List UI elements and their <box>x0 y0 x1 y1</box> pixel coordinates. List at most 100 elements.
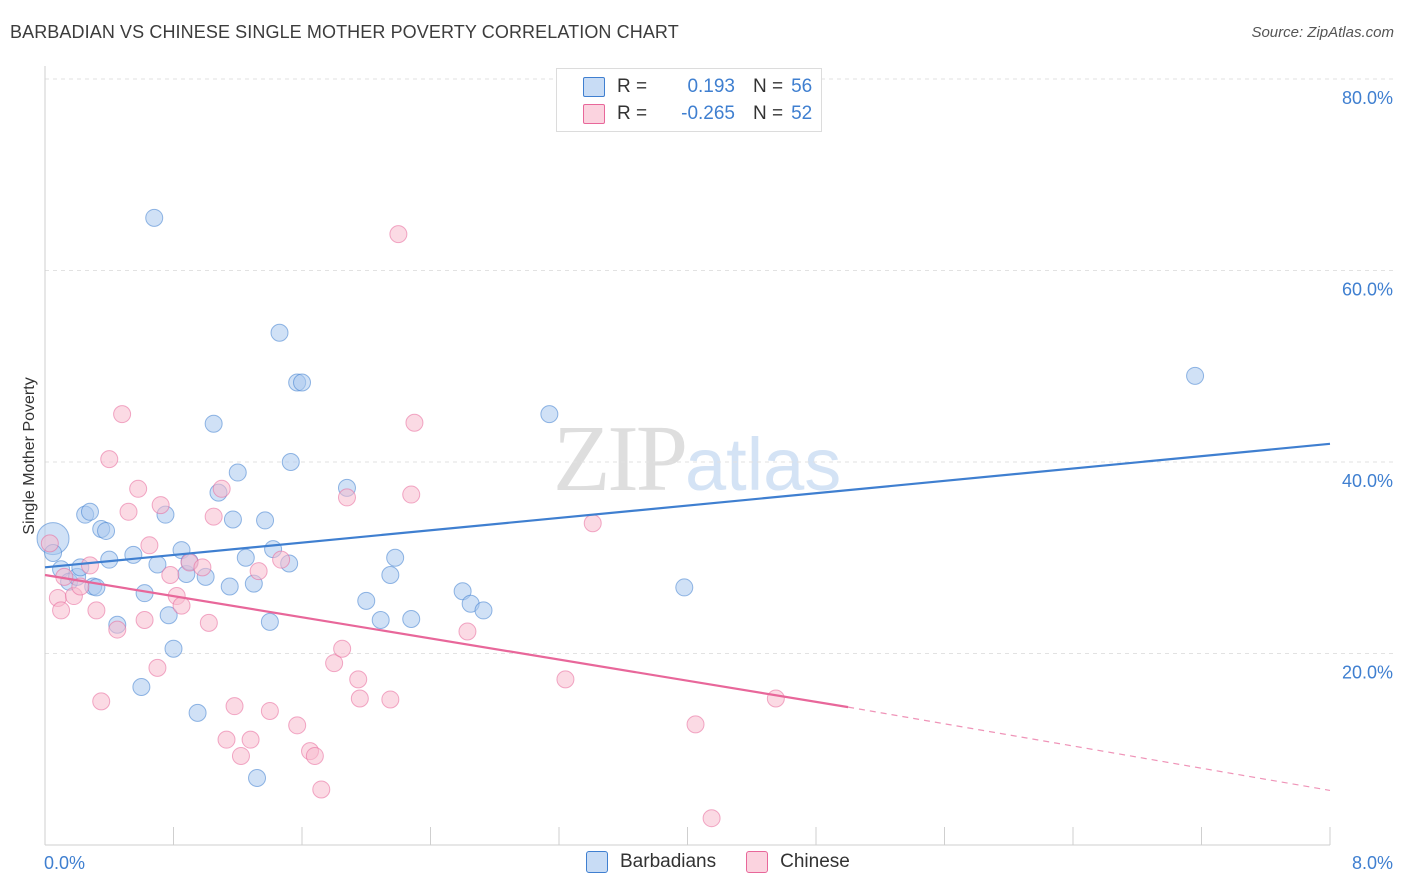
watermark-zip: ZIP <box>553 407 688 511</box>
barbadian-point <box>357 591 376 610</box>
barbadian-point <box>228 463 247 482</box>
series-label-chinese: Chinese <box>780 851 850 872</box>
correlation-legend: R = 0.193 N = 56 R = -0.265 N = 52 <box>556 68 822 132</box>
chinese-point <box>80 556 99 575</box>
barbadian-point <box>159 606 178 625</box>
barbadian-point <box>256 511 275 530</box>
chinese-point <box>172 596 191 615</box>
barbadian-point <box>675 578 694 597</box>
series-label-barbadians: Barbadians <box>620 851 717 872</box>
chinese-point <box>405 413 424 432</box>
chinese-point <box>140 536 159 555</box>
chinese-point <box>349 670 368 689</box>
chinese-point <box>312 780 331 799</box>
barbadian-point <box>1186 366 1205 385</box>
chinese-point <box>260 701 279 720</box>
chinese-trend-line <box>44 573 849 709</box>
series-legend: Barbadians Chinese <box>586 851 880 873</box>
chinese-point <box>583 514 602 533</box>
x-tick-label: 8.0% <box>1352 853 1393 873</box>
chinese-point <box>288 716 307 735</box>
barbadian-point <box>381 565 400 584</box>
series-legend-chinese: Chinese <box>746 851 850 873</box>
barbadian-point <box>97 521 116 540</box>
chinese-point <box>458 622 477 641</box>
watermark: ZIPatlas <box>553 405 841 513</box>
barbadian-point <box>80 502 99 521</box>
barbadian-point <box>540 405 559 424</box>
legend-r-label: R = <box>617 103 648 124</box>
y-tick-label: 40.0% <box>1342 471 1393 491</box>
watermark-atlas: atlas <box>685 423 842 506</box>
barbadian-point <box>223 510 242 529</box>
barbadian-point <box>236 548 255 567</box>
barbadian-point <box>281 453 300 471</box>
chinese-point <box>766 689 785 708</box>
barbadian-trend-line <box>44 442 1331 569</box>
chinese-point <box>87 601 106 620</box>
chinese-point <box>119 502 138 521</box>
chinese-point <box>108 620 127 639</box>
x-tick-label: 0.0% <box>44 853 85 873</box>
series-legend-barbadians: Barbadians <box>586 851 716 873</box>
y-tick-label: 80.0% <box>1342 88 1393 108</box>
chinese-point <box>135 610 154 629</box>
chinese-point <box>113 405 132 424</box>
chinese-point <box>702 809 721 828</box>
barbadian-point <box>386 548 405 567</box>
legend-n-value: 52 <box>791 103 813 124</box>
barbadian-point <box>293 373 311 392</box>
barbadian-point <box>188 703 207 722</box>
chinese-point <box>337 488 356 507</box>
chinese-point <box>333 639 352 658</box>
chinese-point <box>350 689 369 708</box>
chinese-point <box>305 746 324 765</box>
legend-n-label: N = <box>753 76 784 97</box>
barbadian-point <box>260 612 279 631</box>
barbadian-point <box>124 545 143 564</box>
y-tick-label: 20.0% <box>1342 663 1393 683</box>
barbadian-point <box>270 323 289 342</box>
legend-n-value: 56 <box>791 76 813 97</box>
barbadian-point <box>474 601 493 620</box>
chinese-point <box>204 507 223 526</box>
chinese-point <box>241 730 260 749</box>
series-swatch-barbadians <box>586 851 608 873</box>
chinese-point <box>225 697 244 716</box>
chinese-point <box>231 746 250 765</box>
legend-r-label: R = <box>617 76 648 97</box>
chinese-point <box>381 690 400 709</box>
chinese-point <box>272 550 291 569</box>
barbadian-point <box>164 639 183 658</box>
chinese-point <box>249 562 268 581</box>
legend-r-value: 0.193 <box>687 76 735 97</box>
barbadian-point <box>132 678 151 697</box>
barbadian-point <box>204 414 223 433</box>
series-swatch-chinese <box>746 851 769 873</box>
chinese-point <box>389 225 408 244</box>
chinese-point <box>402 485 421 504</box>
chinese-point <box>199 613 218 632</box>
chinese-point <box>556 670 575 689</box>
chart-source: Source: ZipAtlas.com <box>1251 24 1394 41</box>
chinese-point <box>161 565 180 584</box>
legend-row-barbadians: R = 0.193 N = 56 <box>583 75 812 99</box>
chinese-point <box>325 654 344 673</box>
barbadian-point <box>402 610 421 629</box>
chinese-point <box>92 692 111 711</box>
chinese-point <box>212 479 231 498</box>
chinese-point <box>217 730 236 749</box>
legend-r-value: -0.265 <box>681 103 735 124</box>
legend-swatch-barbadians <box>583 77 605 97</box>
chinese-point <box>151 496 170 515</box>
y-axis-label: Single Mother Poverty <box>21 377 38 534</box>
chinese-trend-line-extension <box>848 706 1331 792</box>
chinese-point <box>40 534 59 553</box>
legend-n-label: N = <box>753 103 784 124</box>
chinese-point <box>129 479 148 498</box>
chinese-point <box>148 658 167 677</box>
barbadian-point <box>145 208 164 227</box>
barbadian-point <box>220 577 239 596</box>
barbadian-point <box>371 610 390 629</box>
